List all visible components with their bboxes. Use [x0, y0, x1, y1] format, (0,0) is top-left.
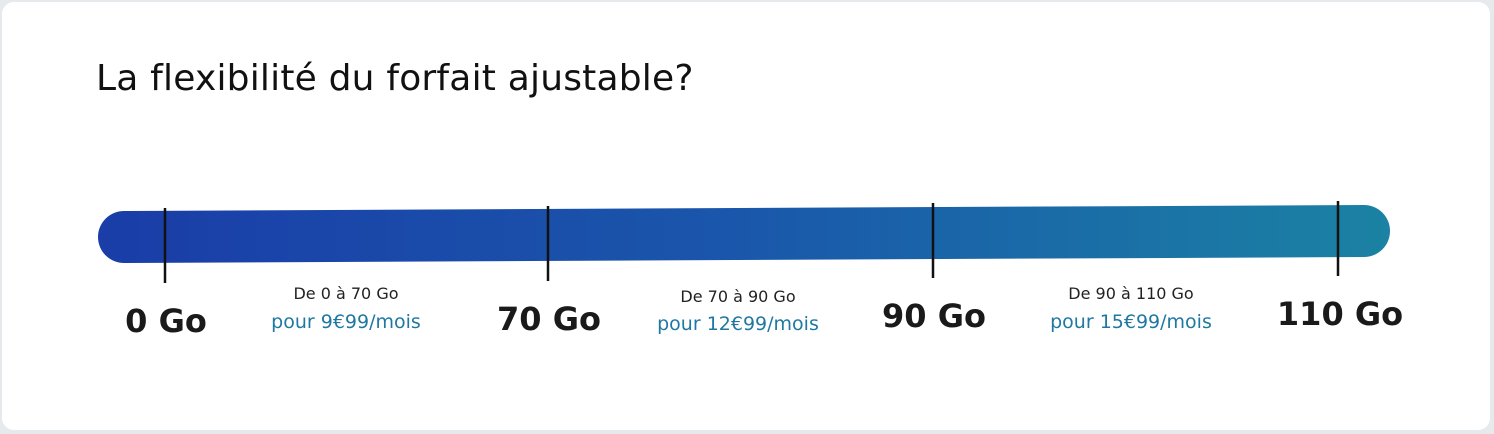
segment-range: De 70 à 90 Go: [680, 287, 795, 306]
tick-label: 0 Go: [125, 302, 207, 340]
tick-label: 70 Go: [497, 300, 601, 338]
gradient-bar: [98, 205, 1390, 263]
segment-price: pour 12€99/mois: [657, 313, 819, 335]
tick-label: 90 Go: [882, 297, 986, 335]
segment-range: De 0 à 70 Go: [293, 284, 398, 303]
segment-price: pour 15€99/mois: [1050, 311, 1212, 333]
tick-label: 110 Go: [1277, 295, 1403, 333]
segment-range: De 90 à 110 Go: [1068, 284, 1193, 303]
segment-price: pour 9€99/mois: [271, 311, 421, 333]
title: La flexibilité du forfait ajustable?: [96, 58, 694, 99]
